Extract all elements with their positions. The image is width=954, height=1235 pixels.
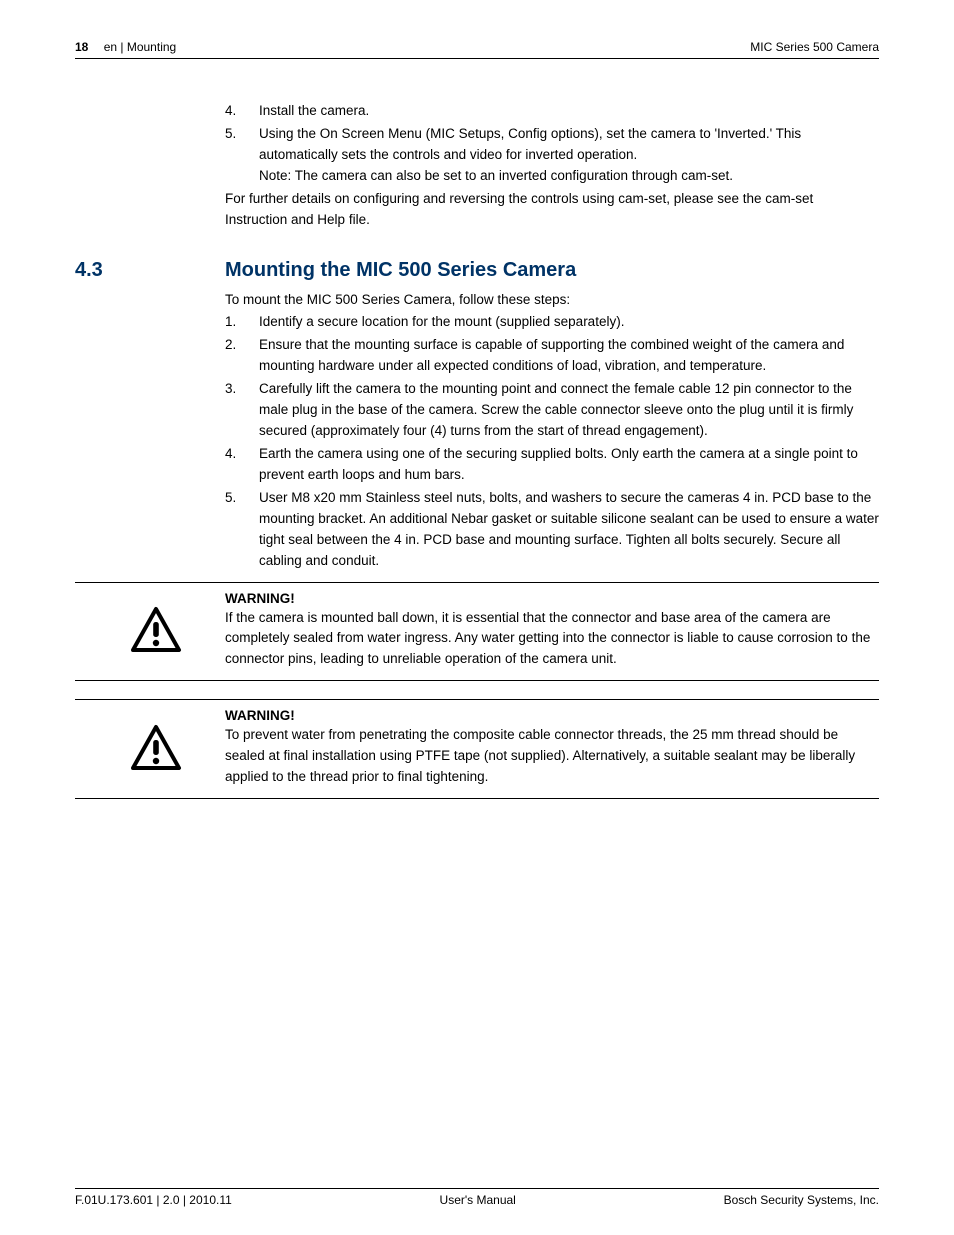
list-text: Using the On Screen Menu (MIC Setups, Co… <box>259 124 879 187</box>
steps-list: 1. Identify a secure location for the mo… <box>225 312 879 571</box>
list-text: Install the camera. <box>259 101 879 122</box>
list-number: 4. <box>225 101 259 122</box>
warning-body: To prevent water from penetrating the co… <box>225 725 879 788</box>
page-content: 4. Install the camera. 5. Using the On S… <box>75 101 879 799</box>
warning-icon-col <box>75 708 225 788</box>
footer-center: User's Manual <box>440 1193 516 1207</box>
list-number: 4. <box>225 444 259 486</box>
list-text: Identify a secure location for the mount… <box>259 312 879 333</box>
section-title: Mounting the MIC 500 Series Camera <box>225 259 576 282</box>
list-text: Ensure that the mounting surface is capa… <box>259 335 879 377</box>
page-footer: F.01U.173.601 | 2.0 | 2010.11 User's Man… <box>75 1188 879 1207</box>
list-item: 4. Earth the camera using one of the sec… <box>225 444 879 486</box>
list-number: 5. <box>225 124 259 187</box>
section-heading: 4.3 Mounting the MIC 500 Series Camera <box>225 259 879 282</box>
list-number: 5. <box>225 488 259 572</box>
list-text: Carefully lift the camera to the mountin… <box>259 379 879 442</box>
continuation-list: 4. Install the camera. 5. Using the On S… <box>225 101 879 187</box>
warning-label: WARNING! <box>225 708 879 723</box>
warning-icon-col <box>75 591 225 671</box>
list-item: 5. User M8 x20 mm Stainless steel nuts, … <box>225 488 879 572</box>
list-number: 1. <box>225 312 259 333</box>
warning-icon <box>130 606 182 654</box>
page-number: 18 <box>75 40 88 54</box>
warning-block: WARNING! If the camera is mounted ball d… <box>75 582 879 682</box>
list-number: 3. <box>225 379 259 442</box>
list-item: 1. Identify a secure location for the mo… <box>225 312 879 333</box>
header-left: 18 en | Mounting <box>75 40 176 54</box>
followup-paragraph: For further details on configuring and r… <box>225 189 879 231</box>
list-text: Earth the camera using one of the securi… <box>259 444 879 486</box>
section-number: 4.3 <box>75 259 225 282</box>
list-text: User M8 x20 mm Stainless steel nuts, bol… <box>259 488 879 572</box>
header-product: MIC Series 500 Camera <box>750 40 879 54</box>
list-item: 3. Carefully lift the camera to the moun… <box>225 379 879 442</box>
warning-text: WARNING! To prevent water from penetrati… <box>225 708 879 788</box>
header-breadcrumb: en | Mounting <box>104 40 177 54</box>
footer-left: F.01U.173.601 | 2.0 | 2010.11 <box>75 1193 232 1207</box>
warning-text: WARNING! If the camera is mounted ball d… <box>225 591 879 671</box>
section-intro: To mount the MIC 500 Series Camera, foll… <box>225 290 879 311</box>
list-item: 2. Ensure that the mounting surface is c… <box>225 335 879 377</box>
warning-block: WARNING! To prevent water from penetrati… <box>75 699 879 799</box>
footer-right: Bosch Security Systems, Inc. <box>724 1193 879 1207</box>
warning-label: WARNING! <box>225 591 879 606</box>
page-header: 18 en | Mounting MIC Series 500 Camera <box>75 40 879 59</box>
warning-body: If the camera is mounted ball down, it i… <box>225 608 879 671</box>
list-item: 5. Using the On Screen Menu (MIC Setups,… <box>225 124 879 187</box>
warning-icon <box>130 724 182 772</box>
list-item: 4. Install the camera. <box>225 101 879 122</box>
list-number: 2. <box>225 335 259 377</box>
